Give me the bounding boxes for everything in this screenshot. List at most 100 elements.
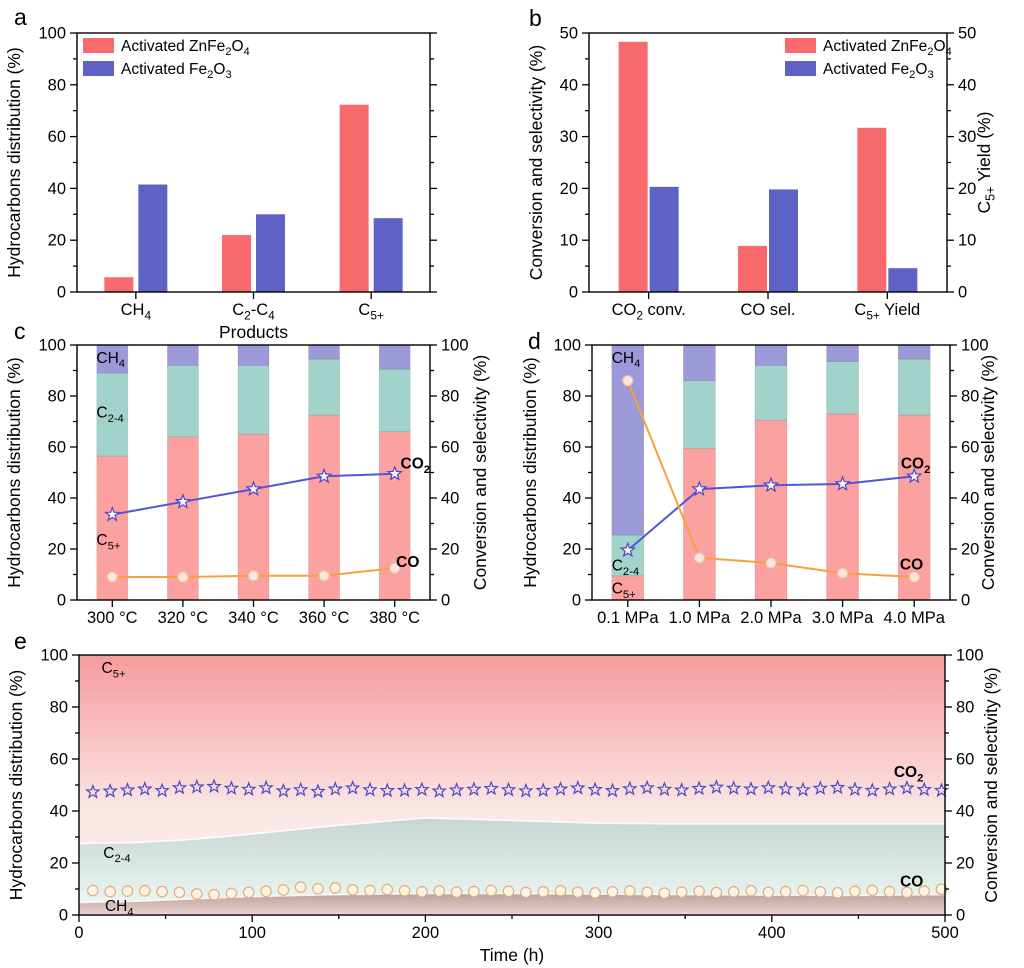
plot-annotation-d: CH4 [612, 350, 641, 370]
co-circle-marker-e-7 [208, 888, 220, 901]
stack-d-cat3-seg1 [826, 361, 859, 415]
co-circle-marker-e-16 [364, 884, 376, 897]
co2-star-marker-e-40 [777, 780, 794, 796]
plot-annotation-e: CH4 [105, 898, 134, 918]
stack-c-cat0-seg2 [96, 344, 129, 374]
co2-star-marker-e-42 [812, 780, 829, 795]
stack-c-cat2-seg2 [237, 344, 270, 366]
co-circle-marker-e-38 [745, 885, 757, 897]
x-tick-label-c: 340 °C [228, 609, 279, 627]
x-tick-label-b: C5+ Yield [854, 301, 920, 323]
y-tick-label-e: 20 [50, 855, 68, 873]
plot-annotation-d: C2-4 [612, 558, 639, 578]
co-circle-marker-e-27 [554, 885, 567, 897]
co-circle-marker-e-14 [329, 882, 342, 894]
co2-star-marker-e-26 [535, 782, 552, 798]
co2-star-marker-e-22 [466, 781, 482, 797]
co2-star-marker-e-35 [691, 780, 707, 796]
y-tick-label-e: 40 [50, 803, 68, 821]
co2-star-marker-e-11 [275, 782, 292, 798]
co2-star-marker-e-17 [379, 782, 396, 798]
co2-star-marker-e-45 [864, 782, 881, 798]
bar-b-cat1-s1 [769, 189, 798, 292]
stack-d-cat2-seg2 [754, 344, 788, 366]
legend-swatch-a-0 [83, 38, 114, 53]
panel-letter-d: d [528, 328, 541, 354]
co-circle-marker-e-3 [139, 885, 151, 897]
co2-star-marker-e-23 [483, 780, 500, 796]
stack-c-cat1-seg2 [167, 344, 199, 366]
co-circle-marker-e-30 [606, 886, 619, 898]
y-tick-label-d: 0 [572, 592, 581, 610]
panel-letter-b: b [529, 5, 542, 31]
x-tick-label-c: 380 °C [369, 609, 420, 627]
area-c2-4 [79, 818, 945, 903]
x-tick-label-c: 320 °C [158, 609, 209, 627]
y-tick-label-a: 100 [38, 25, 66, 43]
co-circle-marker-e-18 [398, 885, 411, 897]
y-tick-label-a: 0 [57, 284, 66, 302]
co2-star-marker-e-49 [933, 782, 950, 798]
stack-d-cat3-seg2 [826, 344, 859, 362]
y-tick-label-c: 80 [441, 388, 459, 406]
x-tick-label-e: 100 [238, 924, 266, 942]
y-tick-label-e: 0 [956, 907, 965, 925]
co2-star-marker-d-0 [619, 541, 637, 558]
stack-d-cat4-seg1 [897, 358, 931, 416]
co-circle-marker-e-28 [572, 886, 584, 898]
bar-a-cat0-s0 [104, 277, 134, 292]
co-circle-marker-e-29 [589, 887, 601, 899]
y-tick-label-b: 0 [958, 284, 967, 302]
co-circle-marker-e-34 [675, 886, 688, 898]
panel-letter-c: c [14, 318, 26, 344]
bar-b-cat2-s0 [857, 127, 887, 292]
y-axis-title-right-e: Conversion and selectivity (%) [981, 667, 1001, 902]
y-tick-label-d: 80 [563, 388, 581, 406]
bar-b-cat2-s1 [888, 268, 918, 292]
y-tick-label-b: 50 [560, 25, 578, 43]
stack-c-cat3-seg1 [308, 358, 340, 416]
co2-star-marker-e-21 [448, 781, 465, 797]
legend-swatch-a-1 [83, 61, 114, 76]
co2-star-marker-e-7 [206, 778, 222, 794]
co2-star-marker-c-3 [315, 467, 333, 484]
co2-star-marker-d-4 [905, 467, 923, 484]
y-tick-label-a: 60 [48, 128, 66, 146]
plot-annotation-e: CO [900, 873, 923, 890]
stack-c-cat2-seg1 [237, 365, 270, 435]
stack-c-cat1-seg1 [167, 365, 199, 438]
x-tick-label-e: 400 [758, 924, 786, 942]
bar-b-cat1-s0 [738, 245, 767, 292]
y-tick-label-e: 100 [40, 647, 68, 665]
y-tick-label-e: 100 [956, 647, 984, 665]
plot-annotation-e: C5+ [102, 660, 126, 680]
co-circle-marker-e-17 [381, 883, 394, 896]
co-circle-marker-e-1 [104, 885, 116, 898]
co-circle-marker-e-22 [468, 885, 480, 898]
y-tick-label-b: 40 [958, 76, 976, 94]
stack-d-cat2-seg1 [754, 365, 788, 421]
co-circle-marker-d-2 [765, 557, 777, 569]
y-tick-label-b: 30 [958, 128, 976, 146]
co-circle-marker-e-8 [225, 887, 238, 900]
y-tick-label-e: 60 [50, 751, 68, 769]
co2-star-marker-d-2 [762, 476, 780, 493]
x-tick-label-e: 200 [412, 924, 440, 942]
co-circle-marker-e-48 [918, 885, 931, 897]
co2-star-marker-e-44 [847, 781, 863, 797]
panel-b: 0 10 20 30 40 50 0 10 20 30 40 50 CO2 conv. CO sel. C5… [526, 25, 998, 323]
area-c2-4-edge [78, 817, 945, 845]
y-axis-title-e: Hydrocarbons distribution (%) [6, 670, 26, 901]
co2-star-marker-e-10 [258, 779, 274, 795]
y-tick-label-d: 0 [961, 592, 970, 610]
co2-star-marker-e-41 [795, 781, 811, 797]
bar-a-cat2-s1 [373, 218, 403, 292]
x-tick-label-e: 300 [585, 924, 613, 942]
stack-c-cat3-seg0 [308, 414, 340, 601]
plot-annotation-e: C2-4 [103, 845, 130, 865]
co-circle-marker-e-39 [762, 886, 775, 899]
co-circle-marker-e-9 [242, 886, 255, 899]
x-tick-label-d: 3.0 MPa [812, 609, 874, 627]
x-tick-label-c: 360 °C [299, 609, 350, 627]
